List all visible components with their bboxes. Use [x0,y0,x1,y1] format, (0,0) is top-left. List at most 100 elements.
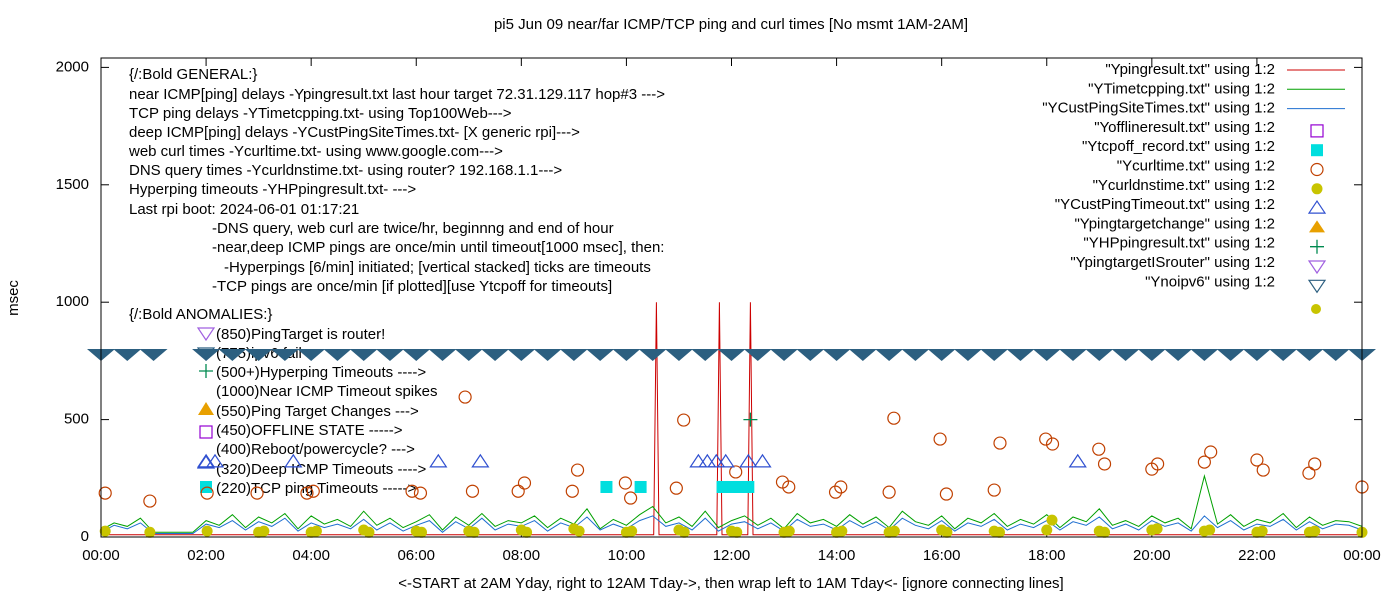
marker [507,349,536,362]
marker [1046,514,1058,526]
marker [258,525,270,537]
marker [402,349,431,362]
marker [626,525,638,537]
marker [882,485,896,499]
annotation: web curl times -Ycurltime.txt- using www… [128,143,503,160]
marker [834,480,848,494]
marker [1097,457,1112,471]
annotation-marker [196,327,216,342]
marker [573,525,585,537]
marker [1092,442,1106,456]
marker [533,349,562,362]
marker [717,349,746,362]
marker [1039,432,1053,446]
legend-label: "Ycurldnstime.txt" using 1:2 [1093,177,1275,194]
annotation: (850)PingTarget is router! [216,326,385,343]
series-line [101,302,1362,536]
series-line [100,515,1363,534]
marker [698,453,717,468]
y-axis-label: msec [5,280,22,316]
marker [192,349,221,362]
marker [1311,144,1323,157]
marker [413,486,428,500]
annotation: -DNS query, web curl are twice/hr, begin… [212,220,614,237]
annotation: (220)TCP ping Timeouts -----> [216,480,416,497]
marker [1321,349,1350,362]
marker [753,453,772,468]
marker [731,526,743,538]
x-tick-label: 06:00 [397,547,435,564]
annotation: Last rpi boot: 2024-06-01 01:17:21 [129,201,359,218]
marker [638,349,667,362]
marker [349,349,378,362]
annotation-marker [199,364,213,378]
y-tick-label: 0 [81,528,89,545]
marker [517,476,532,490]
marker [1204,524,1216,536]
marker [570,463,585,477]
x-tick-label: 04:00 [292,547,330,564]
marker [927,349,956,362]
annotation: {/:Bold ANOMALIES:} [129,306,272,323]
marker [375,349,404,362]
marker [1308,457,1322,471]
marker [664,349,693,362]
marker [99,525,111,537]
annotation: (500+)Hyperping Timeouts ----> [216,364,426,381]
marker [405,484,419,498]
x-tick-label: 18:00 [1028,547,1066,564]
y-tick-label: 500 [64,411,89,428]
marker [218,349,247,362]
annotation: Hyperping timeouts -YHPpingresult.txt- -… [129,181,416,198]
legend-label: "Ypingtargetchange" using 1:2 [1074,215,1275,232]
marker [481,349,510,362]
marker [559,349,588,362]
marker [993,436,1007,450]
marker [618,476,632,490]
marker [565,484,579,498]
marker [677,413,691,427]
marker [1190,349,1219,362]
marker [244,349,273,362]
marker [600,480,613,493]
marker [98,486,112,500]
marker [1309,525,1321,537]
chart-title: pi5 Jun 09 near/far ICMP/TCP ping and cu… [494,16,968,33]
marker [993,526,1005,538]
marker [511,484,525,498]
marker [1085,349,1114,362]
marker [1295,349,1324,362]
legend-label: "YpingtargetISrouter" using 1:2 [1070,254,1275,271]
marker [1099,526,1111,538]
marker [933,432,947,446]
marker [521,526,533,538]
marker [1307,260,1327,275]
series-line [100,474,1363,533]
marker [468,526,480,538]
annotation: (550)Ping Target Changes ---> [216,403,419,420]
marker [1059,349,1088,362]
marker [1041,524,1053,536]
marker [770,349,799,362]
marker [200,486,214,500]
annotation: (450)OFFLINE STATE -----> [216,422,403,439]
marker [429,453,448,468]
annotation: {/:Bold GENERAL:} [129,66,257,83]
legend-label: "Ypingresult.txt" using 1:2 [1105,61,1275,78]
marker [586,349,615,362]
legend-extra-marker [1311,304,1321,314]
marker [783,525,795,537]
marker [1242,349,1271,362]
x-axis-label: <-START at 2AM Yday, right to 12AM Tday-… [398,575,1063,592]
marker [953,349,982,362]
marker [669,481,683,495]
marker [297,349,326,362]
x-tick-label: 10:00 [608,547,646,564]
annotation: -TCP pings are once/min [if plotted][use… [212,278,612,295]
annotation: (1000)Near ICMP Timeout spikes [216,383,437,400]
annotation: deep ICMP[ping] delays -YCustPingSiteTim… [129,124,580,141]
marker [1256,463,1270,477]
